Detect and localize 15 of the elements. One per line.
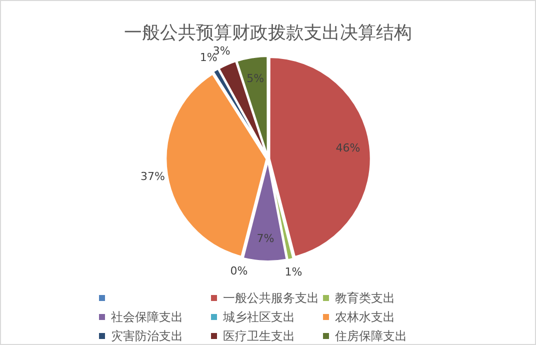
- legend-label: 农林水支出: [334, 309, 396, 325]
- data-label: 7%: [256, 232, 274, 246]
- legend-label: 住房保障支出: [334, 328, 408, 344]
- legend-label: 医疗卫生支出: [222, 328, 296, 344]
- data-label: 1%: [284, 266, 302, 279]
- data-label: 46%: [336, 142, 360, 155]
- legend-label: 社会保障支出: [110, 309, 184, 325]
- legend-label: 一般公共服务支出: [222, 290, 320, 306]
- text: 0%: [230, 264, 248, 278]
- legend-label: 灾害防治支出: [110, 328, 184, 344]
- legend-label: 城乡社区支出: [222, 309, 296, 325]
- legend-label: 教育类支出: [334, 290, 396, 306]
- data-label: 1%: [200, 51, 218, 64]
- chart-title: 一般公共预算财政拨款支出决算结构: [124, 22, 412, 44]
- data-label: 37%: [140, 170, 165, 183]
